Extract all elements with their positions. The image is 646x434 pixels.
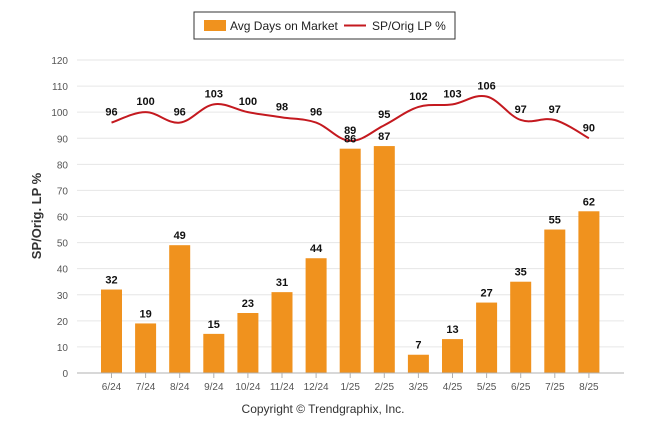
bar xyxy=(237,313,259,373)
bar xyxy=(407,354,429,373)
bar-value-label: 87 xyxy=(378,131,390,143)
bar-value-label: 19 xyxy=(139,308,151,320)
x-tick-label: 5/25 xyxy=(477,382,497,393)
y-tick-label: 40 xyxy=(57,265,69,276)
y-tick-label: 50 xyxy=(57,239,69,250)
line-value-label: 103 xyxy=(443,88,461,100)
line-value-label: 103 xyxy=(205,88,223,100)
y-tick-label: 80 xyxy=(57,160,69,171)
bar xyxy=(203,333,225,373)
bar-value-label: 44 xyxy=(310,243,323,255)
line-value-label: 96 xyxy=(105,107,117,119)
y-tick-label: 90 xyxy=(57,134,69,145)
bar xyxy=(544,229,566,373)
x-tick-label: 3/25 xyxy=(409,382,429,393)
bar-value-label: 32 xyxy=(105,275,117,287)
legend-bar-label: Avg Days on Market xyxy=(230,19,338,33)
y-tick-label: 30 xyxy=(57,291,69,302)
line-value-label: 100 xyxy=(239,96,257,108)
bar xyxy=(442,339,463,373)
line-value-label: 97 xyxy=(549,104,561,116)
x-tick-label: 12/24 xyxy=(304,382,329,393)
y-tick-label: 20 xyxy=(57,317,69,328)
bar-value-label: 62 xyxy=(583,196,595,208)
bar xyxy=(578,211,600,373)
line-value-label: 100 xyxy=(136,96,154,108)
bar-value-label: 7 xyxy=(415,340,421,352)
y-tick-label: 100 xyxy=(51,108,68,119)
x-tick-label: 8/24 xyxy=(170,382,190,393)
line-value-label: 96 xyxy=(310,107,322,119)
line-value-label: 98 xyxy=(276,101,288,113)
x-tick-label: 6/24 xyxy=(102,382,122,393)
y-tick-label: 60 xyxy=(57,213,69,224)
legend: Avg Days on Market SP/Orig LP % xyxy=(193,11,456,40)
y-tick-label: 10 xyxy=(57,343,69,354)
y-tick-label: 0 xyxy=(62,369,68,380)
line-value-label: 102 xyxy=(409,91,427,103)
bar-value-label: 49 xyxy=(174,230,186,242)
x-tick-label: 11/24 xyxy=(270,382,295,393)
bar-value-label: 55 xyxy=(549,215,561,227)
sp-orig-lp-line xyxy=(111,94,590,142)
y-axis-title: SP/Orig. LP % xyxy=(29,172,44,259)
y-tick-label: 120 xyxy=(51,56,68,67)
bar-value-label: 23 xyxy=(242,298,254,310)
bar xyxy=(510,281,532,373)
axes: 0 10 20 30 40 50 60 70 80 90 100 110 120 6/24 7/24 8/24… xyxy=(51,56,624,393)
x-tick-label: 7/24 xyxy=(136,382,156,393)
legend-box xyxy=(193,11,456,40)
bar-value-label: 31 xyxy=(276,277,288,289)
bar xyxy=(476,302,498,373)
x-tick-label: 4/25 xyxy=(443,382,463,393)
bars xyxy=(101,146,600,373)
bar-value-label: 27 xyxy=(480,288,492,300)
x-tick-label: 7/25 xyxy=(545,382,565,393)
bar xyxy=(373,146,395,373)
bar-value-label: 15 xyxy=(208,319,220,331)
bar-value-label: 35 xyxy=(515,267,527,279)
bar-value-label: 86 xyxy=(344,134,356,146)
line-value-label: 95 xyxy=(378,109,390,121)
bar xyxy=(305,258,327,373)
line-value-label: 96 xyxy=(174,107,186,119)
x-tick-label: 8/25 xyxy=(579,382,599,393)
x-tick-label: 9/24 xyxy=(204,382,224,393)
line-value-label: 106 xyxy=(477,81,495,93)
x-tick-label: 6/25 xyxy=(511,382,531,393)
line-value-label: 97 xyxy=(515,104,527,116)
y-tick-label: 110 xyxy=(52,82,68,93)
legend-line-label: SP/Orig LP % xyxy=(372,19,446,33)
bar xyxy=(135,323,157,373)
data-labels: 32 19 49 15 23 31 44 86 87 7 13 27 35 55 62 96 100 96 103 1… xyxy=(105,81,595,352)
line-value-label: 90 xyxy=(583,122,595,134)
x-tick-label: 10/24 xyxy=(235,382,260,393)
x-tick-label: 1/25 xyxy=(340,382,360,393)
bar xyxy=(271,292,293,373)
line-series xyxy=(111,94,590,142)
y-tick-label: 70 xyxy=(57,186,69,197)
line-value-label: 89 xyxy=(344,125,356,137)
legend-bar-swatch xyxy=(204,20,226,31)
bar xyxy=(339,148,361,373)
x-tick-label: 2/25 xyxy=(375,382,395,393)
copyright-text: Copyright © Trendgraphix, Inc. xyxy=(241,402,405,416)
bar xyxy=(169,245,191,373)
bar-value-label: 13 xyxy=(446,324,458,336)
bar xyxy=(101,289,122,373)
